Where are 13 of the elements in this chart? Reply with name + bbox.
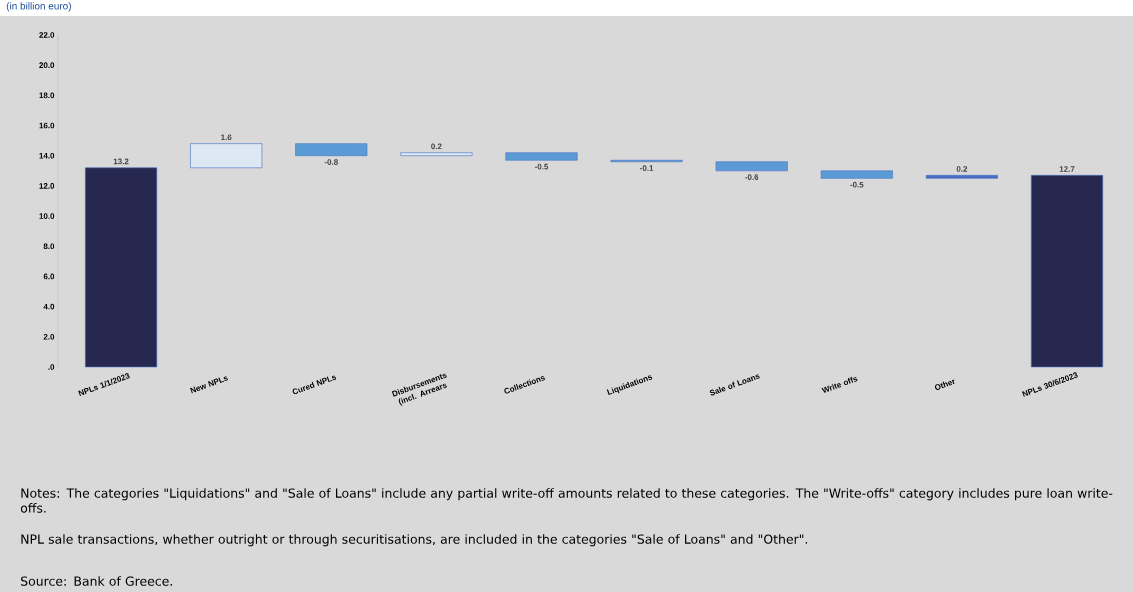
bar [925, 175, 998, 179]
text: Notes: The categories "Liquidations" and "Sale of Loans" include any partial write-off amounts related to these categories. The "Write-offs" category includes pure loan write-offs. [20, 488, 1113, 513]
bar [400, 152, 473, 157]
bar [1030, 175, 1104, 368]
bar [820, 170, 893, 179]
text: NPL sale transactions, whether outright or through securitisations, are included in the categories "Sale of Loans" and "Other". [21, 534, 808, 547]
bar [715, 161, 788, 172]
bar [295, 143, 368, 157]
bar [85, 167, 158, 368]
chart-title: (in billion euro) [6, 2, 71, 12]
source-note: Source: Bank of Greece. [21, 576, 172, 586]
bar [190, 143, 263, 169]
bar [505, 152, 578, 161]
